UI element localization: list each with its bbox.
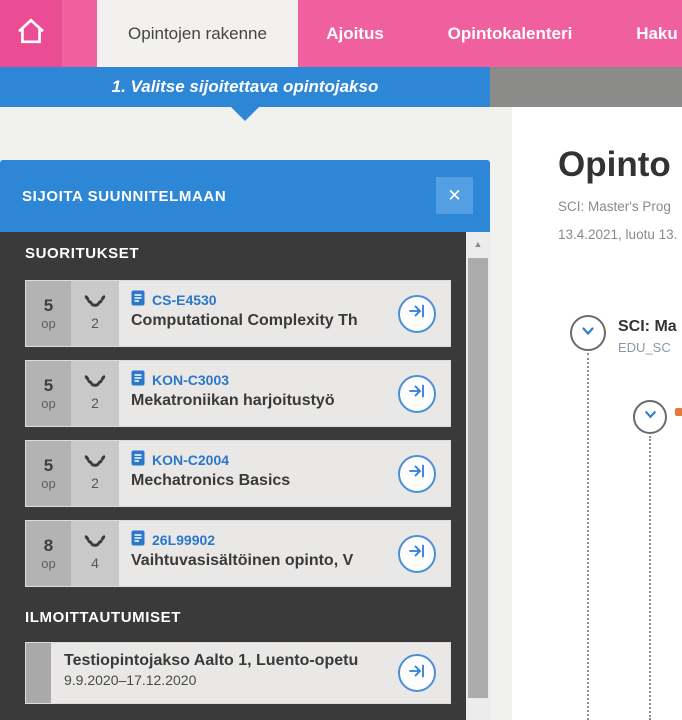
tab-opintokalenteri[interactable]: Opintokalenteri xyxy=(447,23,573,43)
document-icon xyxy=(131,370,145,391)
chevron-down-icon xyxy=(642,406,659,428)
arrow-into-plan-icon xyxy=(407,461,427,486)
arrow-into-plan-icon xyxy=(407,541,427,566)
section-heading-ilmoittautumiset: ILMOITTAUTUMISET xyxy=(25,609,181,626)
credits-value: 5 xyxy=(43,455,54,475)
place-course-button[interactable] xyxy=(398,294,436,333)
credits-unit: op xyxy=(41,555,56,571)
laurel-icon xyxy=(84,455,106,473)
course-code: CS-E4530 xyxy=(152,292,217,308)
tree-node-label: SCI: Ma xyxy=(618,318,677,335)
course-info: 26L99902 Vaihtuvasisältöinen opinto, V xyxy=(119,521,450,586)
course-code: KON-C2004 xyxy=(152,452,230,468)
place-course-button[interactable] xyxy=(398,654,436,692)
enrollment-left-strip xyxy=(26,643,51,703)
course-name: Mechatronics Basics xyxy=(131,472,394,490)
arrow-into-plan-icon xyxy=(407,661,427,686)
grade-cell: 2 xyxy=(71,361,119,426)
clipped-edge-icon xyxy=(675,408,682,416)
course-name: Mekatroniikan harjoitustyö xyxy=(131,392,394,410)
document-icon xyxy=(131,450,145,471)
place-course-button[interactable] xyxy=(398,454,436,493)
grade-cell: 2 xyxy=(71,281,119,346)
tree-node-sublabel: EDU_SC xyxy=(618,340,671,355)
grade-cell: 2 xyxy=(71,441,119,506)
tab-opintojen-rakenne[interactable]: Opintojen rakenne xyxy=(97,0,298,67)
tab-ajoitus[interactable]: Ajoitus xyxy=(326,23,384,43)
scrollbar-thumb[interactable] xyxy=(468,258,488,698)
tree-connector-line xyxy=(587,353,589,720)
credits-unit: op xyxy=(41,475,56,491)
grade-cell: 4 xyxy=(71,521,119,586)
course-card[interactable]: 8 op 4 xyxy=(25,520,451,587)
enrollment-dates: 9.9.2020–17.12.2020 xyxy=(64,672,197,688)
section-heading-suoritukset: SUORITUKSET xyxy=(25,245,140,262)
plan-meta: 13.4.2021, luotu 13. xyxy=(558,227,678,242)
chevron-down-icon xyxy=(579,322,597,345)
laurel-icon xyxy=(84,295,106,313)
course-card[interactable]: 5 op 2 xyxy=(25,440,451,507)
enrollment-card[interactable]: Testiopintojakso Aalto 1, Luento-opetu 9… xyxy=(25,642,451,704)
tree-expand-button-sci[interactable] xyxy=(570,315,606,351)
enrollment-info: Testiopintojakso Aalto 1, Luento-opetu 9… xyxy=(51,643,450,703)
panel-header: SIJOITA SUUNNITELMAAN ✕ xyxy=(0,160,490,232)
arrow-into-plan-icon xyxy=(407,301,427,326)
credits-cell: 8 op xyxy=(26,521,71,586)
close-icon: ✕ xyxy=(447,185,462,205)
course-name: Computational Complexity Th xyxy=(131,312,394,330)
course-info: KON-C3003 Mekatroniikan harjoitustyö xyxy=(119,361,450,426)
home-icon xyxy=(13,13,49,54)
course-card[interactable]: 5 op 2 xyxy=(25,280,451,347)
course-card[interactable]: 5 op 2 xyxy=(25,360,451,427)
panel-close-button[interactable]: ✕ xyxy=(436,177,473,214)
panel-body: SUORITUKSET 5 op xyxy=(0,232,490,720)
credits-value: 5 xyxy=(43,375,54,395)
grade-value: 4 xyxy=(91,555,99,571)
laurel-icon xyxy=(84,375,106,393)
sijoita-suunnitelmaan-panel: SIJOITA SUUNNITELMAAN ✕ SUORITUKSET 5 op xyxy=(0,160,490,720)
plan-subtitle: SCI: Master's Prog xyxy=(558,199,671,214)
credits-unit: op xyxy=(41,395,56,411)
course-code: 26L99902 xyxy=(152,532,216,548)
panel-scrollbar[interactable]: ▲ xyxy=(466,232,490,720)
wizard-step-1: 1. Valitse sijoitettava opintojakso xyxy=(0,67,490,107)
scrollbar-up-icon[interactable]: ▲ xyxy=(473,239,483,249)
place-course-button[interactable] xyxy=(398,534,436,573)
grade-value: 2 xyxy=(91,475,99,491)
course-info: CS-E4530 Computational Complexity Th xyxy=(119,281,450,346)
course-info: KON-C2004 Mechatronics Basics xyxy=(119,441,450,506)
top-navigation-bar: Opintojen rakenne Ajoitus Opintokalenter… xyxy=(0,0,682,67)
arrow-into-plan-icon xyxy=(407,381,427,406)
credits-cell: 5 op xyxy=(26,281,71,346)
credits-unit: op xyxy=(41,315,56,331)
wizard-step-pointer xyxy=(231,107,259,121)
page-title: Opinto xyxy=(558,145,671,184)
credits-cell: 5 op xyxy=(26,441,71,506)
course-name: Vaihtuvasisältöinen opinto, V xyxy=(131,552,394,570)
credits-cell: 5 op xyxy=(26,361,71,426)
grade-value: 2 xyxy=(91,315,99,331)
document-icon xyxy=(131,530,145,551)
enrollment-name: Testiopintojakso Aalto 1, Luento-opetu xyxy=(64,652,394,670)
tab-haku[interactable]: Haku xyxy=(636,23,678,43)
tree-connector-line xyxy=(649,436,651,720)
panel-title: SIJOITA SUUNNITELMAAN xyxy=(22,187,227,205)
document-icon xyxy=(131,290,145,311)
home-button[interactable] xyxy=(0,0,62,67)
wizard-progress-bar: 1. Valitse sijoitettava opintojakso xyxy=(0,67,682,107)
course-code: KON-C3003 xyxy=(152,372,230,388)
tree-expand-button-child[interactable] xyxy=(633,400,667,434)
credits-value: 5 xyxy=(43,295,54,315)
credits-value: 8 xyxy=(43,535,54,555)
laurel-icon xyxy=(84,535,106,553)
plan-content-area: Opinto SCI: Master's Prog 13.4.2021, luo… xyxy=(512,107,682,720)
grade-value: 2 xyxy=(91,395,99,411)
place-course-button[interactable] xyxy=(398,374,436,413)
